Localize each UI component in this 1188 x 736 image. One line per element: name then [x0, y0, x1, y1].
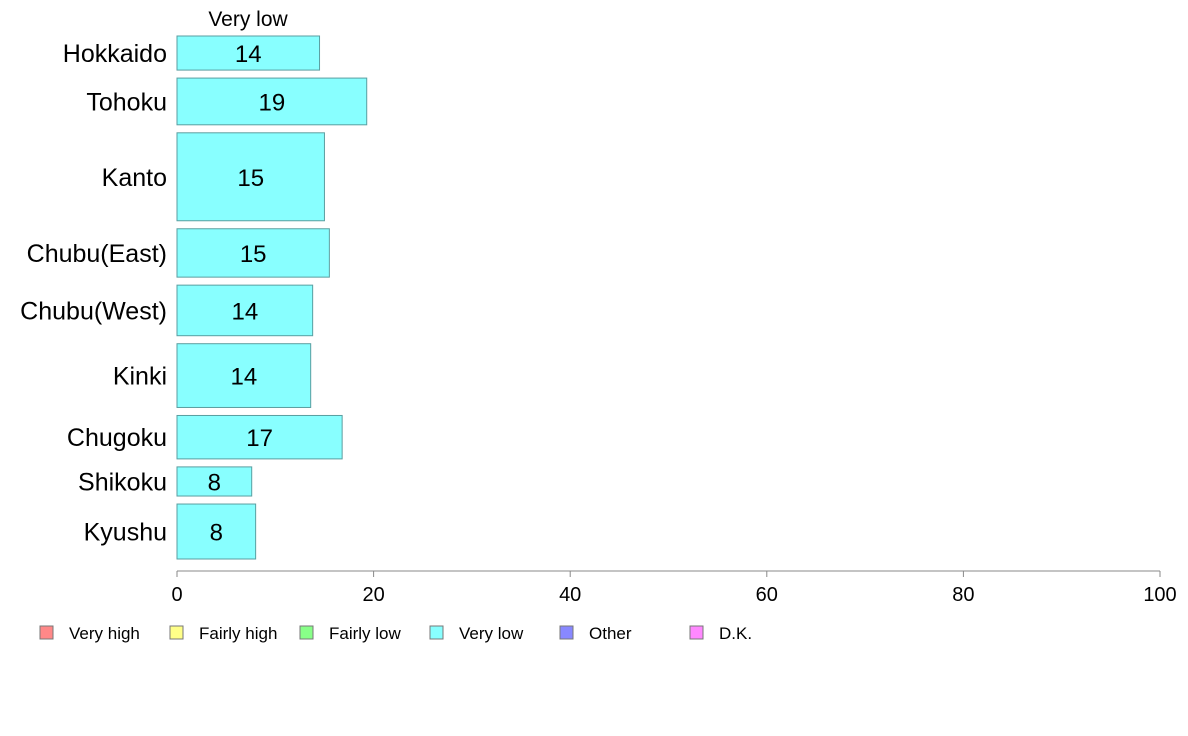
bar-shikoku	[176, 466, 253, 497]
value-label: 14	[231, 298, 258, 325]
legend-swatch	[169, 625, 184, 640]
category-label: Tohoku	[86, 88, 167, 116]
legend-label: Other	[589, 624, 632, 643]
category-label: Shikoku	[78, 468, 167, 496]
bar-hokkaido	[176, 35, 321, 71]
x-tick-label: 100	[1143, 584, 1176, 606]
bar-chubu-east	[176, 228, 330, 278]
legend-swatch	[39, 625, 54, 640]
value-label: 19	[259, 89, 286, 116]
category-label: Kyushu	[84, 519, 167, 547]
bar-kanto	[176, 132, 325, 222]
bar-chugoku	[176, 414, 343, 460]
legend-swatch	[689, 625, 704, 640]
legend-swatch	[299, 625, 314, 640]
category-label: Hokkaido	[63, 40, 167, 68]
value-label: 14	[235, 41, 262, 68]
bar-chubu-west	[176, 284, 314, 337]
legend-label: Very high	[69, 624, 140, 643]
x-tick-label: 60	[756, 584, 778, 606]
x-tick-label: 0	[171, 584, 182, 606]
bar-kyushu	[176, 503, 257, 560]
category-label: Chugoku	[67, 424, 167, 452]
category-label: Chubu(East)	[27, 240, 167, 268]
bar-tohoku	[176, 77, 368, 126]
value-label: 8	[210, 520, 223, 547]
category-label: Kanto	[102, 164, 167, 192]
bars-group: Hokkaido 14 Tohoku 19 Kanto 15 Chubu(East) 15 Ch…	[20, 35, 368, 560]
value-label: 14	[230, 364, 257, 391]
legend-swatch	[429, 625, 444, 640]
series-title: Very low	[208, 8, 288, 31]
legend-swatch	[559, 625, 574, 640]
bar-kinki	[176, 343, 312, 408]
x-tick-label: 40	[559, 584, 581, 606]
category-label: Chubu(West)	[20, 297, 167, 325]
legend-label: D.K.	[719, 624, 752, 643]
value-label: 8	[208, 469, 221, 496]
value-label: 15	[237, 165, 264, 192]
x-axis: 0 20 40 60 80 100	[171, 570, 1177, 606]
value-label: 17	[246, 425, 273, 452]
legend: Very high Fairly high Fairly low Very low Ot…	[39, 624, 752, 643]
legend-label: Fairly high	[199, 624, 277, 643]
legend-label: Fairly low	[329, 624, 402, 643]
x-tick-label: 20	[362, 584, 384, 606]
x-tick-label: 80	[952, 584, 974, 606]
legend-label: Very low	[459, 624, 524, 643]
category-label: Kinki	[113, 363, 167, 391]
value-label: 15	[240, 241, 267, 268]
